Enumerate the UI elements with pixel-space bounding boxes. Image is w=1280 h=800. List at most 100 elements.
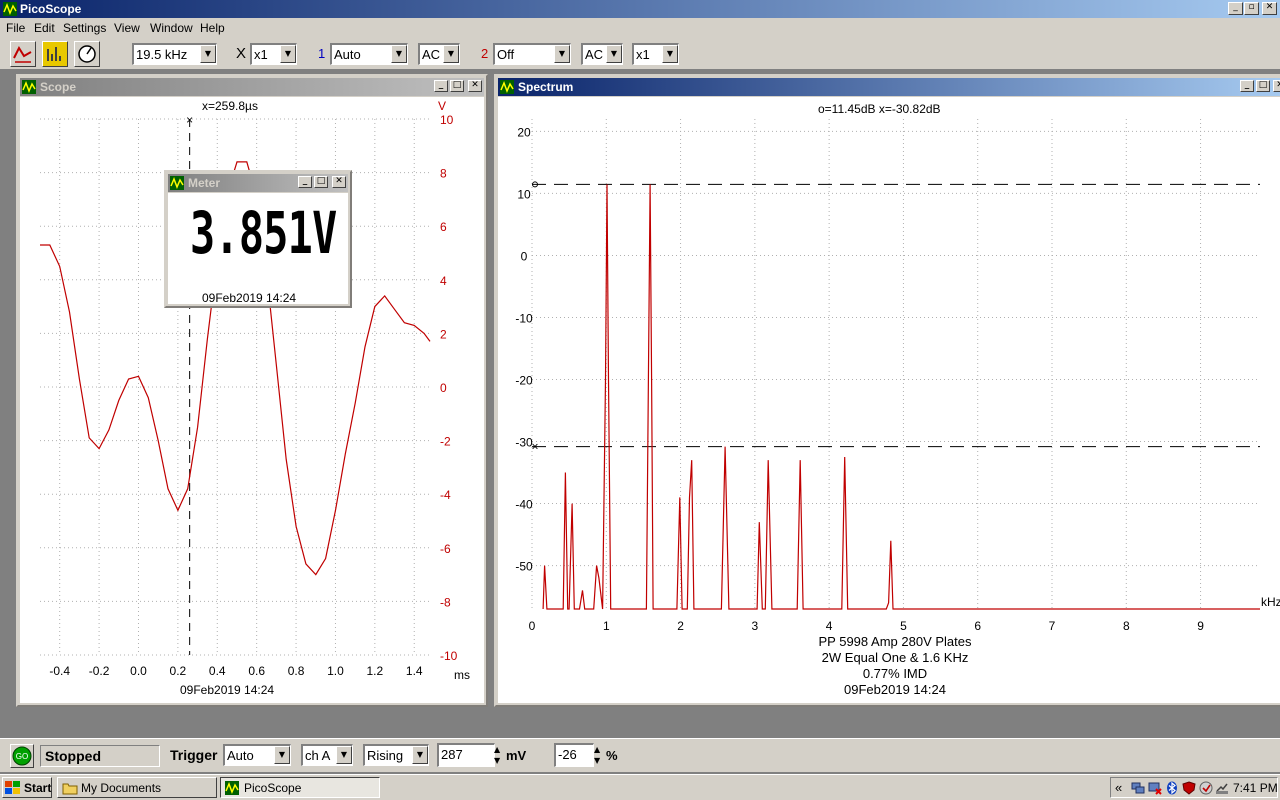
trigger-mode-select[interactable]: Auto ▼ [223,744,291,766]
tray-chevron-icon[interactable]: « [1115,780,1123,795]
spectrum-note-line: PP 5998 Amp 280V Plates [818,634,972,649]
scope-window[interactable]: Scope _ □ ✕ -0.4 -0.2 0.0 0.2 0.4 0.6 0.8 1.0 1.… [16,74,488,707]
network-icon[interactable] [1131,781,1145,798]
x-tick-label: -0.2 [89,664,110,678]
time-cursor-marker: × [186,113,193,127]
x-tick-label: 1.0 [327,664,344,678]
spectrum-cursor-readout: o=11.45dB x=-30.82dB [818,102,941,116]
y-tick-label: 10 [517,187,531,201]
spectrum-view-icon [47,47,61,61]
pre-trigger-spinner[interactable]: ▲ ▼ [594,745,601,765]
x-tick-label: 0.4 [209,664,226,678]
trigger-level-spinner[interactable]: ▲ ▼ [494,745,501,765]
restore-button[interactable]: ▫ [1244,2,1259,15]
y-tick-label: -10 [515,311,533,325]
bluetooth-icon[interactable] [1165,781,1179,798]
close-button[interactable]: ✕ [1262,2,1277,15]
go-label: GO [16,752,28,761]
connection-icon[interactable] [1215,781,1229,798]
scope-minimize-button[interactable]: _ [434,80,448,92]
windows-logo-icon [5,781,20,794]
menu-window[interactable]: Window [150,21,193,35]
menu-file[interactable]: File [6,21,26,35]
trigger-channel-select[interactable]: ch A ▼ [301,744,353,766]
meter-close-button[interactable]: ✕ [332,176,346,188]
scope-maximize-button[interactable]: □ [450,80,464,92]
y-tick-label: -8 [440,595,451,609]
scope-close-button[interactable]: ✕ [468,80,482,92]
scope-titlebar[interactable]: Scope _ □ ✕ [20,78,484,96]
y-tick-label: -40 [515,498,533,512]
x-label: X [236,45,247,62]
clock: 7:41 PM [1233,781,1278,795]
meter-timestamp: 09Feb2019 14:24 [202,291,297,305]
timebase-select[interactable]: 19.5 kHz ▼ [132,43,217,65]
go-button[interactable]: GO [10,744,34,768]
toolbar: 19.5 kHz ▼ X x1 ▼ 1 Auto ▼ AC ▼ 2 Off ▼ AC ▼ x… [0,38,1280,70]
meter-view-button[interactable] [74,41,100,67]
chevron-down-icon: ▼ [606,45,622,63]
meter-maximize-button[interactable]: □ [314,176,328,188]
y-tick-label: 20 [517,125,531,139]
x-multiplier-select[interactable]: x1 ▼ [250,43,297,65]
pre-trigger-input[interactable]: -26 [554,743,594,767]
menu-edit[interactable]: Edit [34,21,55,35]
pre-trigger-unit: % [606,748,618,763]
x-tick-label: 0 [529,619,536,633]
spectrum-close-button[interactable]: ✕ [1273,80,1280,92]
channel-2-range-select[interactable]: Off ▼ [493,43,571,65]
channel-1-coupling-select[interactable]: AC ▼ [418,43,460,65]
meter-value: 3.851V [190,199,337,267]
app-titlebar[interactable]: PicoScope _ ▫ ✕ [0,0,1280,18]
meter-titlebar[interactable]: Meter _ □ ✕ [168,174,348,192]
trigger-level-input[interactable]: 287 [437,743,495,767]
meter-view-icon [78,45,96,63]
spectrum-x-unit: kHz [1261,595,1280,609]
spectrum-minimize-button[interactable]: _ [1240,80,1254,92]
spectrum-titlebar[interactable]: Spectrum _ □ ✕ [498,78,1280,96]
network-error-icon[interactable] [1148,781,1162,798]
scope-view-icon [13,45,32,63]
spectrum-plot-area[interactable]: 0 1 2 3 4 5 6 7 8 9 20 10 0 -10 -20 -30 -40 -50 × o=11.45d… [498,97,1280,703]
y-tick-label: 0 [440,381,447,395]
x-tick-label: 1.4 [406,664,423,678]
channel-1-range-select[interactable]: Auto ▼ [330,43,408,65]
scope-chart: -0.4 -0.2 0.0 0.2 0.4 0.6 0.8 1.0 1.2 1.4 10 8 6 4 2 0 -… [40,113,458,678]
channel-2-multiplier-select[interactable]: x1 ▼ [632,43,679,65]
channel-2-coupling-select[interactable]: AC ▼ [581,43,623,65]
taskbar-item-my-documents[interactable]: My Documents [57,777,217,798]
spectrum-view-button[interactable] [42,41,68,67]
start-button[interactable]: Start [2,777,52,798]
status-bar: GO Stopped Trigger Auto ▼ ch A ▼ Rising ▼ 2… [0,738,1280,772]
scope-x-unit: ms [454,668,470,682]
trigger-edge-select[interactable]: Rising ▼ [363,744,429,766]
minimize-button[interactable]: _ [1228,2,1243,15]
spectrum-window[interactable]: Spectrum _ □ ✕ 0 1 2 3 4 5 6 7 8 9 20 10 0 -10 -20 -30 -… [494,74,1280,707]
antivirus-icon[interactable] [1199,781,1213,798]
chevron-down-icon: ▼ [280,45,296,63]
spectrum-maximize-button[interactable]: □ [1256,80,1270,92]
meter-minimize-button[interactable]: _ [298,176,312,188]
spectrum-title: Spectrum [518,80,574,94]
x-tick-label: 9 [1197,619,1204,633]
scope-plot-area[interactable]: -0.4 -0.2 0.0 0.2 0.4 0.6 0.8 1.0 1.2 1.4 10 8 6 4 2 0 -… [20,97,484,703]
scope-title: Scope [40,80,77,94]
chevron-down-icon: ▼ [662,45,678,63]
taskbar-item-picoscope[interactable]: PicoScope [220,777,380,798]
scope-view-button[interactable] [10,41,36,67]
security-shield-icon[interactable] [1182,781,1196,798]
x-tick-label: 5 [900,619,907,633]
meter-window[interactable]: Meter _ □ ✕ 3.851V 09Feb2019 14:24 [164,170,352,308]
y-tick-label: 10 [440,113,454,127]
menu-view[interactable]: View [114,21,140,35]
x-tick-label: 0.2 [170,664,187,678]
menu-help[interactable]: Help [200,21,225,35]
x-tick-label: 0.6 [248,664,265,678]
menu-settings[interactable]: Settings [63,21,107,35]
app-icon [3,2,17,16]
y-tick-label: 2 [440,327,447,341]
y-tick-label: -30 [515,436,533,450]
y-tick-label: -20 [515,374,533,388]
system-tray: « 7:41 PM [1110,777,1278,798]
picoscope-icon [225,781,239,795]
